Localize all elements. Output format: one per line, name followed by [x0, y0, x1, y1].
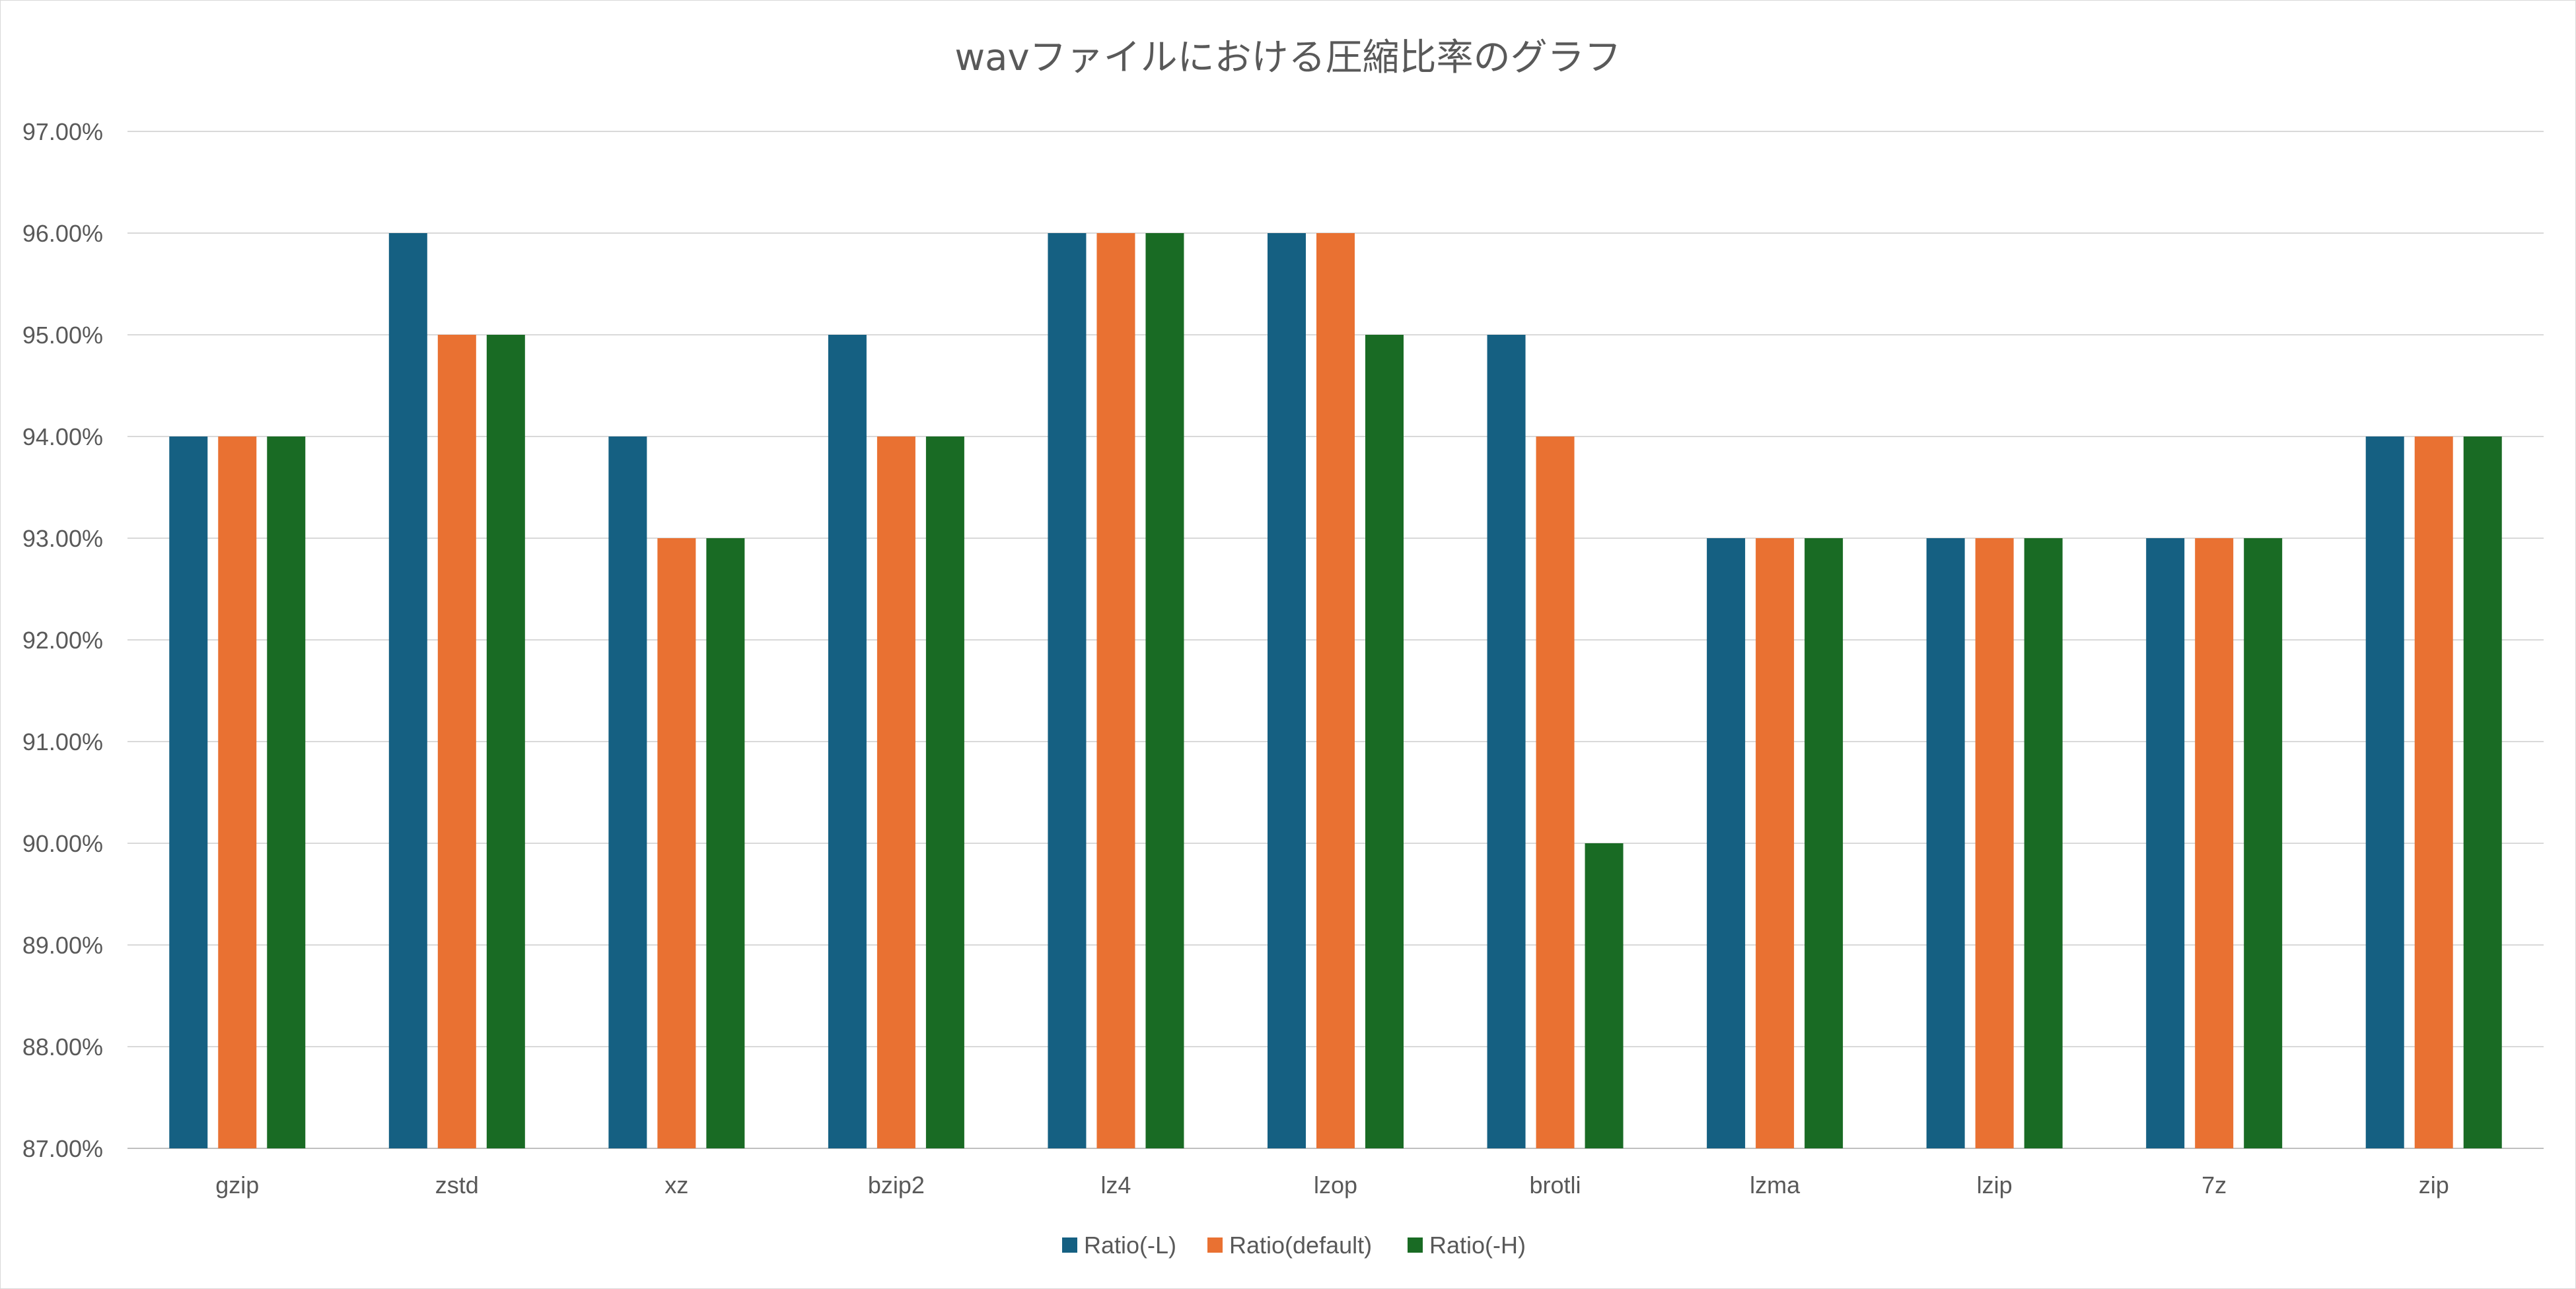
bar-lzip-Ratio(-L)	[1926, 538, 1965, 1148]
y-tick-label: 90.00%	[22, 830, 103, 857]
y-tick-label: 93.00%	[22, 525, 103, 552]
x-tick-label: zstd	[435, 1171, 479, 1199]
x-tick-label: 7z	[2201, 1171, 2227, 1199]
x-tick-label: lzip	[1977, 1171, 2013, 1199]
bar-lzma-Ratio(-L)	[1707, 538, 1746, 1148]
bar-7z-Ratio(-H)	[2244, 538, 2283, 1148]
bar-zip-Ratio(-H)	[2463, 436, 2502, 1148]
bar-zip-Ratio(default)	[2414, 436, 2453, 1148]
x-tick-label: zip	[2419, 1171, 2449, 1199]
y-tick-label: 91.00%	[22, 728, 103, 755]
legend-swatch	[1062, 1237, 1077, 1253]
bar-7z-Ratio(-L)	[2146, 538, 2185, 1148]
x-tick-label: gzip	[215, 1171, 259, 1199]
y-tick-label: 89.00%	[22, 932, 103, 959]
x-tick-label: lzop	[1314, 1171, 1357, 1199]
bar-zstd-Ratio(-H)	[486, 335, 525, 1148]
x-tick-label: brotli	[1530, 1171, 1581, 1199]
bar-lzip-Ratio(-H)	[2024, 538, 2063, 1148]
legend-swatch	[1408, 1237, 1423, 1253]
bar-lzma-Ratio(-H)	[1805, 538, 1843, 1148]
bar-lz4-Ratio(-H)	[1145, 233, 1184, 1148]
bar-lzop-Ratio(-H)	[1365, 335, 1404, 1148]
bar-xz-Ratio(default)	[657, 538, 696, 1148]
y-tick-label: 88.00%	[22, 1033, 103, 1061]
x-tick-label: xz	[664, 1171, 688, 1199]
bars	[169, 233, 2502, 1148]
x-axis-ticks: gzip zstd xz bzip2 lz4 lzop brotli lzma lzip 7z zi…	[215, 1171, 2449, 1199]
legend-label: Ratio(-H)	[1429, 1232, 1526, 1259]
bar-zip-Ratio(-L)	[2365, 436, 2404, 1148]
y-tick-label: 94.00%	[22, 423, 103, 450]
x-tick-label: lz4	[1100, 1171, 1131, 1199]
legend-label: Ratio(default)	[1229, 1232, 1372, 1259]
bar-brotli-Ratio(-L)	[1487, 335, 1526, 1148]
y-tick-label: 96.00%	[22, 220, 103, 247]
legend: Ratio(-L) Ratio(default) Ratio(-H)	[1062, 1232, 1526, 1259]
y-tick-label: 97.00%	[22, 118, 103, 145]
bar-bzip2-Ratio(-L)	[828, 335, 867, 1148]
bar-xz-Ratio(-H)	[706, 538, 745, 1148]
legend-swatch	[1207, 1237, 1223, 1253]
bar-zstd-Ratio(default)	[437, 335, 476, 1148]
y-tick-label: 92.00%	[22, 627, 103, 654]
bar-lzop-Ratio(-L)	[1268, 233, 1306, 1148]
bar-brotli-Ratio(-H)	[1585, 843, 1624, 1148]
y-axis-ticks: 87.00% 88.00% 89.00% 90.00% 91.00% 92.00% 93.0…	[22, 118, 103, 1162]
bar-gzip-Ratio(-H)	[267, 436, 306, 1148]
bar-lzip-Ratio(default)	[1975, 538, 2014, 1148]
bar-lz4-Ratio(default)	[1096, 233, 1135, 1148]
y-tick-label: 95.00%	[22, 322, 103, 349]
bar-gzip-Ratio(default)	[218, 436, 257, 1148]
bar-gzip-Ratio(-L)	[169, 436, 208, 1148]
bar-7z-Ratio(default)	[2195, 538, 2234, 1148]
y-tick-label: 87.00%	[22, 1135, 103, 1162]
x-tick-label: lzma	[1750, 1171, 1801, 1199]
bar-lz4-Ratio(-L)	[1048, 233, 1087, 1148]
bar-lzop-Ratio(default)	[1316, 233, 1355, 1148]
chart-title: wavファイルにおける圧縮比率のグラフ	[954, 36, 1621, 79]
bar-xz-Ratio(-L)	[608, 436, 647, 1148]
x-tick-label: bzip2	[868, 1171, 925, 1199]
legend-label: Ratio(-L)	[1084, 1232, 1176, 1259]
bar-bzip2-Ratio(default)	[877, 436, 915, 1148]
bar-zstd-Ratio(-L)	[388, 233, 427, 1148]
bar-bzip2-Ratio(-H)	[925, 436, 964, 1148]
bar-lzma-Ratio(default)	[1756, 538, 1795, 1148]
bar-brotli-Ratio(default)	[1536, 436, 1575, 1148]
